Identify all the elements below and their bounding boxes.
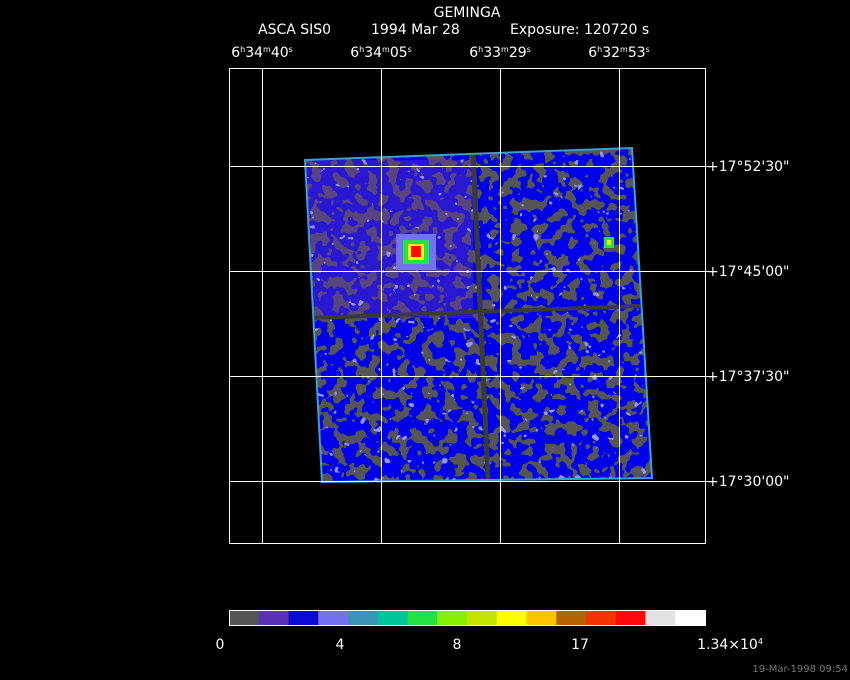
- superscript: 4: [758, 637, 763, 646]
- dec-label: +17°37'30": [707, 369, 789, 385]
- label-part: 6: [231, 45, 240, 61]
- colorbar-frame: [229, 610, 706, 626]
- colorbar-swatch: [586, 611, 617, 625]
- field-edge: [303, 146, 654, 484]
- colorbar-swatch: [467, 611, 498, 625]
- dec-label: +17°30'00": [707, 474, 789, 490]
- label-part: 34: [245, 45, 263, 61]
- label-part: 8: [453, 637, 462, 653]
- superscript: m: [382, 45, 390, 54]
- colorbar-swatch: [348, 611, 379, 625]
- label-part: 6: [350, 45, 359, 61]
- colorbar-swatch: [645, 611, 676, 625]
- ra-label: 6h34m05s: [350, 45, 412, 61]
- exposure-field: [305, 148, 652, 482]
- bright-source: [396, 234, 436, 270]
- colorbar-swatch: [526, 611, 557, 625]
- label-part: 4: [336, 637, 345, 653]
- colorbar-swatch: [437, 611, 468, 625]
- label-part: 32: [602, 45, 620, 61]
- label-part: 53: [628, 45, 646, 61]
- label-part: 40: [271, 45, 289, 61]
- superscript: h: [359, 45, 364, 54]
- colorbar-swatch: [258, 611, 289, 625]
- label-part: 6: [588, 45, 597, 61]
- colorbar-swatch: [318, 611, 349, 625]
- dec-label: +17°45'00": [707, 264, 789, 280]
- exposure: Exposure: 120720 s: [510, 22, 649, 38]
- colorbar-swatch: [675, 611, 706, 625]
- label-part: 34: [364, 45, 382, 61]
- timestamp: 19-Mar-1998 09:54: [752, 664, 848, 675]
- observation-date: 1994 Mar 28: [371, 22, 460, 38]
- colorbar-label: 0: [216, 637, 225, 653]
- superscript: h: [240, 45, 245, 54]
- colorbar-swatch: [496, 611, 527, 625]
- plot-frame: [229, 68, 706, 544]
- ra-label: 6h34m40s: [231, 45, 293, 61]
- coordinate-grid: [229, 68, 712, 543]
- label-part: 29: [509, 45, 527, 61]
- label-part: 0: [216, 637, 225, 653]
- label-part: 33: [483, 45, 501, 61]
- label-part: 6: [469, 45, 478, 61]
- superscript: m: [263, 45, 271, 54]
- title: GEMINGA: [434, 5, 501, 21]
- superscript: s: [646, 45, 650, 54]
- superscript: h: [597, 45, 602, 54]
- label-part: 05: [390, 45, 408, 61]
- colorbar-label: 17: [571, 637, 589, 653]
- colorbar-swatch: [288, 611, 319, 625]
- superscript: s: [289, 45, 293, 54]
- colorbar-swatch: [615, 611, 646, 625]
- dec-label: +17°52'30": [707, 159, 789, 175]
- colorbar-label: 8: [453, 637, 462, 653]
- colorbar-swatch: [556, 611, 587, 625]
- label-part: 1.34×10: [697, 637, 758, 653]
- ra-label: 6h33m29s: [469, 45, 531, 61]
- instrument: ASCA SIS0: [258, 22, 331, 38]
- colorbar-swatch: [407, 611, 438, 625]
- colorbar-label: 1.34×104: [697, 637, 763, 653]
- superscript: m: [501, 45, 509, 54]
- faint-source: [604, 237, 614, 248]
- superscript: m: [620, 45, 628, 54]
- superscript: h: [478, 45, 483, 54]
- label-part: 17: [571, 637, 589, 653]
- colorbar-swatch: [229, 611, 260, 625]
- colorbar-label: 4: [336, 637, 345, 653]
- superscript: s: [408, 45, 412, 54]
- ra-label: 6h32m53s: [588, 45, 650, 61]
- superscript: s: [527, 45, 531, 54]
- colorbar-swatch: [377, 611, 408, 625]
